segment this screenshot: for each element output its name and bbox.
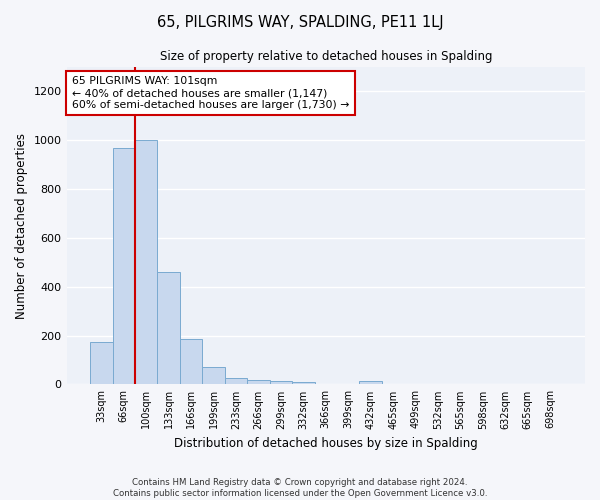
Text: 65 PILGRIMS WAY: 101sqm
← 40% of detached houses are smaller (1,147)
60% of semi: 65 PILGRIMS WAY: 101sqm ← 40% of detache… (72, 76, 349, 110)
Bar (225, 378, 247, 384)
Title: Size of property relative to detached houses in Spalding: Size of property relative to detached ho… (160, 50, 492, 63)
Y-axis label: Number of detached properties: Number of detached properties (15, 132, 28, 318)
Bar (113, 148, 135, 384)
Bar (90, 342, 113, 384)
X-axis label: Distribution of detached houses by size in Spalding: Distribution of detached houses by size … (174, 437, 478, 450)
Bar (157, 272, 180, 384)
Bar (247, 380, 269, 384)
Bar (202, 368, 225, 384)
Bar (135, 140, 157, 384)
Text: Contains HM Land Registry data © Crown copyright and database right 2024.
Contai: Contains HM Land Registry data © Crown c… (113, 478, 487, 498)
Text: 65, PILGRIMS WAY, SPALDING, PE11 1LJ: 65, PILGRIMS WAY, SPALDING, PE11 1LJ (157, 15, 443, 30)
Bar (359, 382, 382, 384)
Bar (180, 339, 202, 384)
Bar (292, 382, 314, 384)
Bar (269, 381, 292, 384)
